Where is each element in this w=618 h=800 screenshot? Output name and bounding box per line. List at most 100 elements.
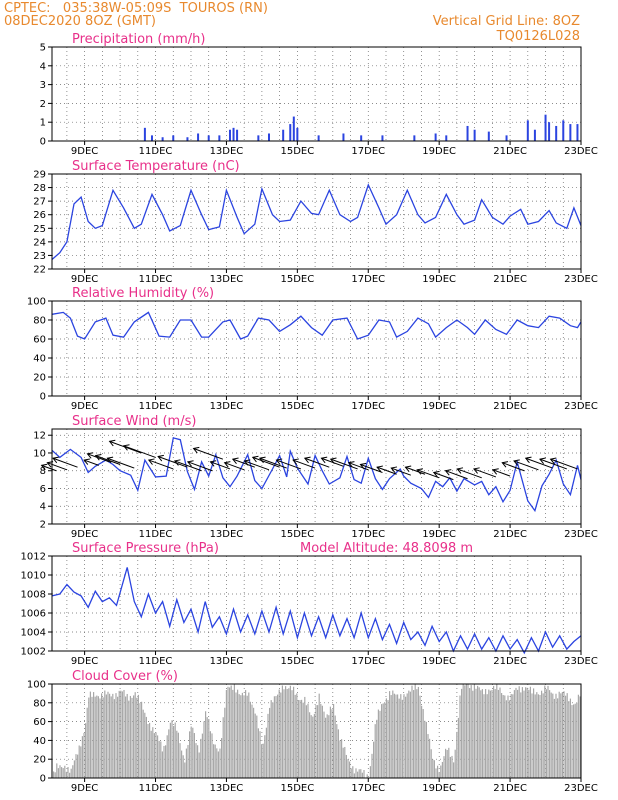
series-line (51, 437, 582, 513)
precip-bar (267, 133, 270, 141)
x-tick-label: 9DEC (71, 656, 98, 667)
cloud-bar (449, 756, 451, 778)
cloud-bar (350, 768, 352, 778)
x-tick-label: 11DEC (139, 146, 173, 157)
cloud-bar (475, 688, 477, 778)
x-tick-label: 17DEC (351, 274, 385, 285)
x-tick-label: 21DEC (493, 274, 527, 285)
cloud-bar (286, 689, 288, 778)
wind-arrow (347, 461, 369, 471)
cloud-bar (81, 736, 83, 778)
cloud-bar (424, 720, 426, 778)
cloud-bar (517, 689, 519, 778)
x-tick-label: 21DEC (493, 401, 527, 412)
panel-6: Cloud Cover (%) 0 20 40 60 80 100 9DEC 11DEC 13DE… (27, 669, 598, 794)
precip-bar (236, 129, 239, 141)
cloud-bar (281, 685, 283, 778)
cloud-bar (501, 693, 503, 778)
cloud-bar (317, 705, 319, 778)
wind-arrow (243, 459, 270, 471)
x-tick-label: 13DEC (210, 529, 244, 540)
cloud-bar (537, 694, 539, 778)
cloud-bar (222, 717, 224, 778)
x-tick-label: 15DEC (280, 146, 314, 157)
y-tick-label: 0 (40, 137, 46, 148)
cloud-bar (435, 768, 437, 778)
cloud-bar (94, 696, 96, 778)
x-tick-label: 13DEC (210, 146, 244, 157)
y-tick-label: 100 (27, 297, 46, 308)
cloud-bar (70, 768, 72, 778)
wind-arrow (432, 470, 454, 481)
cloud-bar (195, 743, 197, 778)
cloud-bar (225, 689, 227, 778)
y-tick-label: 2 (40, 520, 46, 531)
cloud-bar (91, 696, 93, 778)
cloud-bar (361, 772, 363, 778)
header-line2-right: TQ0126L028 (496, 29, 580, 44)
cloud-bar (85, 723, 87, 778)
cloud-bar (381, 704, 383, 778)
cloud-bar (568, 701, 570, 778)
y-tick-label: 6 (40, 484, 46, 495)
cloud-bar (326, 714, 328, 778)
x-tick-label: 13DEC (210, 274, 244, 285)
cloud-bar (187, 745, 189, 778)
cloud-bar (117, 696, 119, 778)
precip-bar (228, 129, 231, 141)
wind-arrow (444, 469, 468, 480)
cloud-bar (174, 722, 176, 778)
cloud-bar (561, 691, 563, 778)
cloud-bar (272, 702, 274, 778)
cloud-bar (371, 753, 373, 778)
cloud-bar (121, 691, 123, 778)
cloud-bar (515, 687, 517, 778)
cloud-bar (331, 709, 333, 778)
cloud-bar (483, 694, 485, 778)
cloud-bar (323, 711, 325, 778)
y-tick-label: 60 (33, 335, 46, 346)
cloud-bar (165, 745, 167, 778)
wind-arrow (501, 461, 525, 472)
wind-arrow (40, 463, 57, 472)
cloud-bar (472, 690, 474, 778)
cloud-bar (321, 705, 323, 778)
cloud-bar (347, 759, 349, 778)
cloud-bar (427, 734, 429, 778)
cloud-bar (312, 716, 314, 778)
cloud-bar (221, 738, 223, 778)
x-tick-label: 11DEC (139, 783, 173, 794)
y-tick-label: 27 (33, 197, 46, 208)
wind-arrow (303, 456, 330, 468)
panel-1: Precipitation (mm/h) 0 1 2 3 4 5 9DEC 11DEC 13DEC… (40, 32, 598, 157)
cloud-bar (477, 685, 479, 778)
cloud-bar (134, 692, 136, 778)
cloud-bar (216, 748, 218, 778)
cloud-bar (54, 772, 56, 778)
cloud-bar (529, 686, 531, 778)
cloud-bar (509, 700, 511, 778)
cloud-bar (245, 690, 247, 778)
cloud-bar (419, 695, 421, 778)
cloud-bar (504, 695, 506, 778)
cloud-bar (310, 715, 312, 778)
cloud-bar (557, 698, 559, 778)
panel-title: Surface Temperature (nC) (72, 159, 240, 174)
plot-frame (51, 555, 582, 652)
precip-bar (562, 120, 565, 141)
cloud-bar (425, 721, 427, 778)
y-tick-label: 1 (40, 118, 46, 129)
cloud-bar (413, 690, 415, 778)
cloud-bar (213, 744, 215, 778)
cloud-bar (565, 695, 567, 778)
x-tick-label: 21DEC (493, 783, 527, 794)
cloud-bar (453, 762, 455, 778)
cloud-bar (392, 690, 394, 778)
cloud-bar (512, 694, 514, 778)
cloud-bar (182, 755, 184, 778)
cloud-bar (377, 709, 379, 778)
cloud-bar (409, 691, 411, 778)
precip-bar (296, 127, 299, 141)
cloud-bar (206, 717, 208, 778)
cloud-bar (443, 756, 445, 778)
